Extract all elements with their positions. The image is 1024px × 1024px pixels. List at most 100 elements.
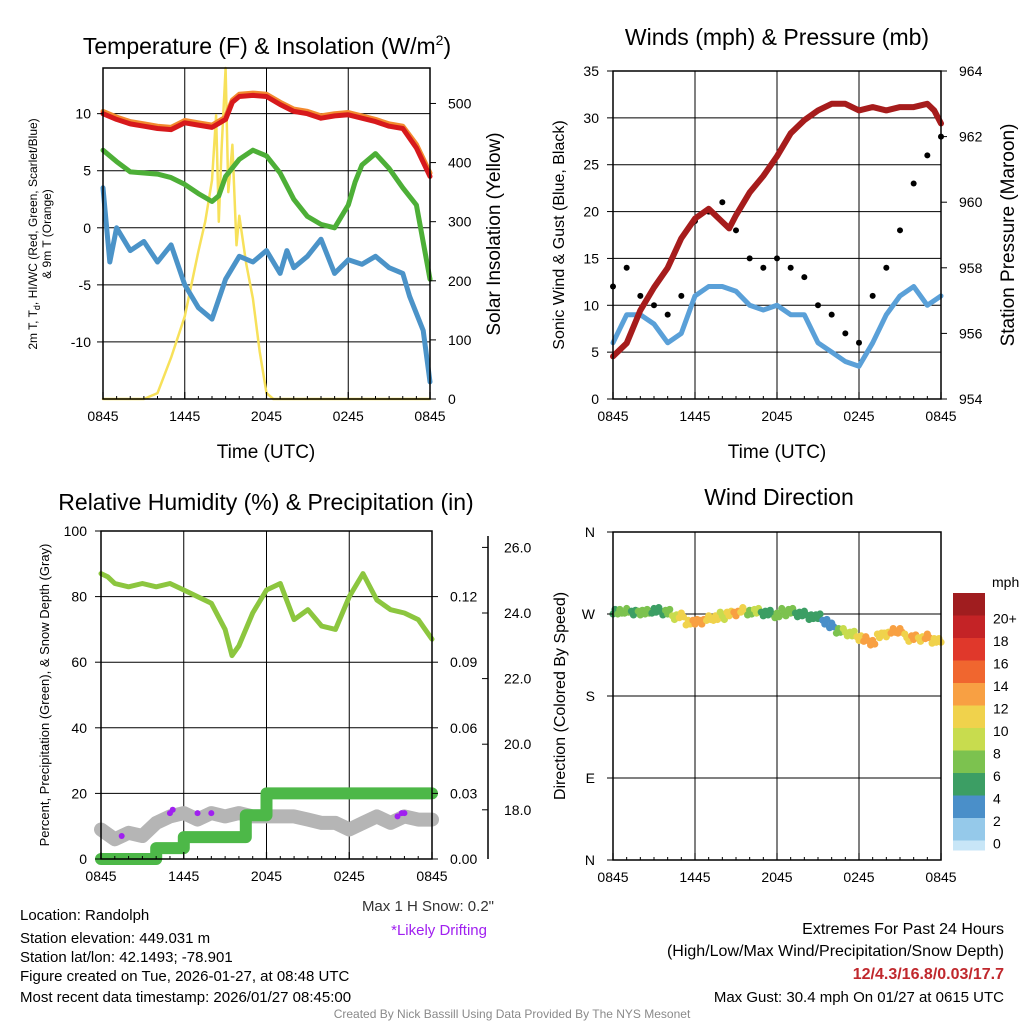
info-location: Location: Randolph	[20, 907, 150, 924]
legend-label: 8	[993, 745, 1001, 761]
temp-2m-line	[100, 92, 433, 179]
wind-xtick: 0845	[925, 408, 956, 424]
legend-swatch	[953, 750, 985, 773]
temperature-xtick: 2045	[251, 408, 282, 424]
wind-chill-line	[100, 185, 433, 385]
humidity-ytick: 0	[79, 851, 87, 867]
snow-depth-ytick: 18.0	[504, 802, 531, 818]
drifting-point	[118, 833, 125, 840]
humidity-ylabel: Percent, Precipitation (Green), & Snow D…	[37, 544, 52, 847]
gust-point	[869, 292, 876, 299]
insolation-ytick: 100	[448, 332, 472, 348]
pressure-ytick: 960	[959, 194, 983, 210]
humidity-ytick: 40	[71, 720, 87, 736]
wind-ytick: 35	[583, 63, 599, 79]
direction-xtick: 0845	[597, 869, 628, 885]
extremes-header: Extremes For Past 24 Hours	[802, 921, 1004, 938]
drifting-point	[194, 810, 201, 817]
wind-xtick: 2045	[761, 408, 792, 424]
gust-point	[842, 330, 849, 337]
wind-ytick: 30	[583, 110, 599, 126]
temperature-title: Temperature (F) & Insolation (W/m2)	[83, 32, 451, 59]
pressure-ytick: 962	[959, 129, 983, 145]
wind-xtick: 0845	[597, 408, 628, 424]
wind-xtick: 1445	[679, 408, 710, 424]
legend-swatch	[953, 818, 985, 841]
max-gust: Max Gust: 30.4 mph On 01/27 at 0615 UTC	[713, 989, 1004, 1006]
dewpoint-line	[100, 147, 433, 282]
gust-point	[897, 227, 903, 234]
direction-point	[666, 605, 674, 614]
direction-point	[816, 610, 824, 618]
temperature-xtick: 1445	[169, 408, 200, 424]
gust-point	[910, 180, 917, 187]
precip-ytick: 0.06	[450, 720, 477, 736]
wind-xtick: 0245	[843, 408, 874, 424]
humidity-xtick: 1445	[168, 868, 199, 884]
snow-depth-ytick: 22.0	[504, 671, 531, 687]
legend-swatch	[953, 728, 985, 751]
drifting-point	[169, 806, 176, 813]
pressure-ytick: 956	[959, 325, 983, 341]
legend-label: 16	[993, 655, 1009, 671]
direction-ytick: S	[586, 688, 595, 704]
insolation-ytick: 500	[448, 95, 472, 111]
insolation-ytick: 300	[448, 214, 472, 230]
precipitation-line	[95, 787, 438, 865]
wind-xlabel: Time (UTC)	[728, 442, 827, 463]
legend-swatch	[953, 683, 985, 706]
info-recent: Most recent data timestamp: 2026/01/27 0…	[20, 989, 352, 1006]
gust-point	[678, 292, 685, 299]
legend-label: 20+	[993, 610, 1017, 626]
direction-title: Wind Direction	[704, 484, 854, 510]
temperature-ytick: -10	[71, 334, 91, 350]
legend-swatch	[953, 638, 985, 661]
gust-point	[828, 311, 835, 318]
temperature-ytick: -5	[79, 277, 92, 293]
wind-ytick: 25	[583, 157, 599, 173]
info-latlon: Station lat/lon: 42.1493; -78.901	[20, 949, 233, 966]
insolation-ytick: 0	[448, 391, 456, 407]
gust-point	[760, 264, 767, 271]
extremes-values: 12/4.3/16.8/0.03/17.7	[852, 966, 1004, 983]
precip-ytick: 0.00	[450, 851, 477, 867]
temperature-xlabel: Time (UTC)	[217, 442, 316, 463]
direction-point	[850, 627, 858, 635]
temperature-xtick: 0845	[414, 408, 445, 424]
legend-label: 0	[993, 835, 1001, 851]
direction-xtick: 0245	[843, 869, 874, 885]
humidity-ytick: 80	[71, 589, 87, 605]
direction-ytick: N	[585, 852, 595, 868]
temperature-panel: Temperature (F) & Insolation (W/m2) -10 -…	[26, 32, 505, 463]
humidity-ytick: 100	[64, 523, 88, 539]
humidity-xtick: 0245	[334, 868, 365, 884]
legend-label: 12	[993, 700, 1009, 716]
direction-point	[775, 613, 783, 621]
direction-ylabel: Direction (Colored By Speed)	[552, 592, 569, 800]
humidity-title: Relative Humidity (%) & Precipitation (i…	[58, 489, 473, 515]
legend-label: 2	[993, 813, 1001, 829]
legend-label: 10	[993, 723, 1009, 739]
temperature-xtick: 0245	[333, 408, 364, 424]
wind-ylabel-right: Station Pressure (Maroon)	[998, 124, 1019, 347]
gust-point	[883, 264, 890, 271]
direction-ytick: W	[582, 606, 596, 622]
pressure-ytick: 958	[959, 260, 983, 276]
sonic-wind-line	[610, 284, 944, 369]
wind-ytick: 0	[591, 391, 599, 407]
wind-title: Winds (mph) & Pressure (mb)	[625, 24, 929, 50]
gust-point	[637, 292, 644, 299]
solar-insolation-line	[101, 66, 432, 401]
humidity-panel: Relative Humidity (%) & Precipitation (i…	[37, 489, 531, 884]
legend-swatch	[953, 660, 985, 683]
direction-ytick: E	[586, 770, 595, 786]
svg-text:2m T, Td, HI/WC (Red, Green, S: 2m T, Td, HI/WC (Red, Green, Scarlet/Blu…	[26, 118, 42, 349]
snow-depth-ytick: 20.0	[504, 736, 531, 752]
gust-point	[623, 264, 630, 271]
svg-text:& 9m T (Orange): & 9m T (Orange)	[40, 189, 54, 279]
speed-legend: mph 20+ 18 16 14 12 10 8 6 4 2 0	[953, 574, 1019, 851]
pressure-ytick: 964	[959, 63, 983, 79]
legend-title: mph	[992, 574, 1019, 590]
legend-label: 14	[993, 678, 1009, 694]
